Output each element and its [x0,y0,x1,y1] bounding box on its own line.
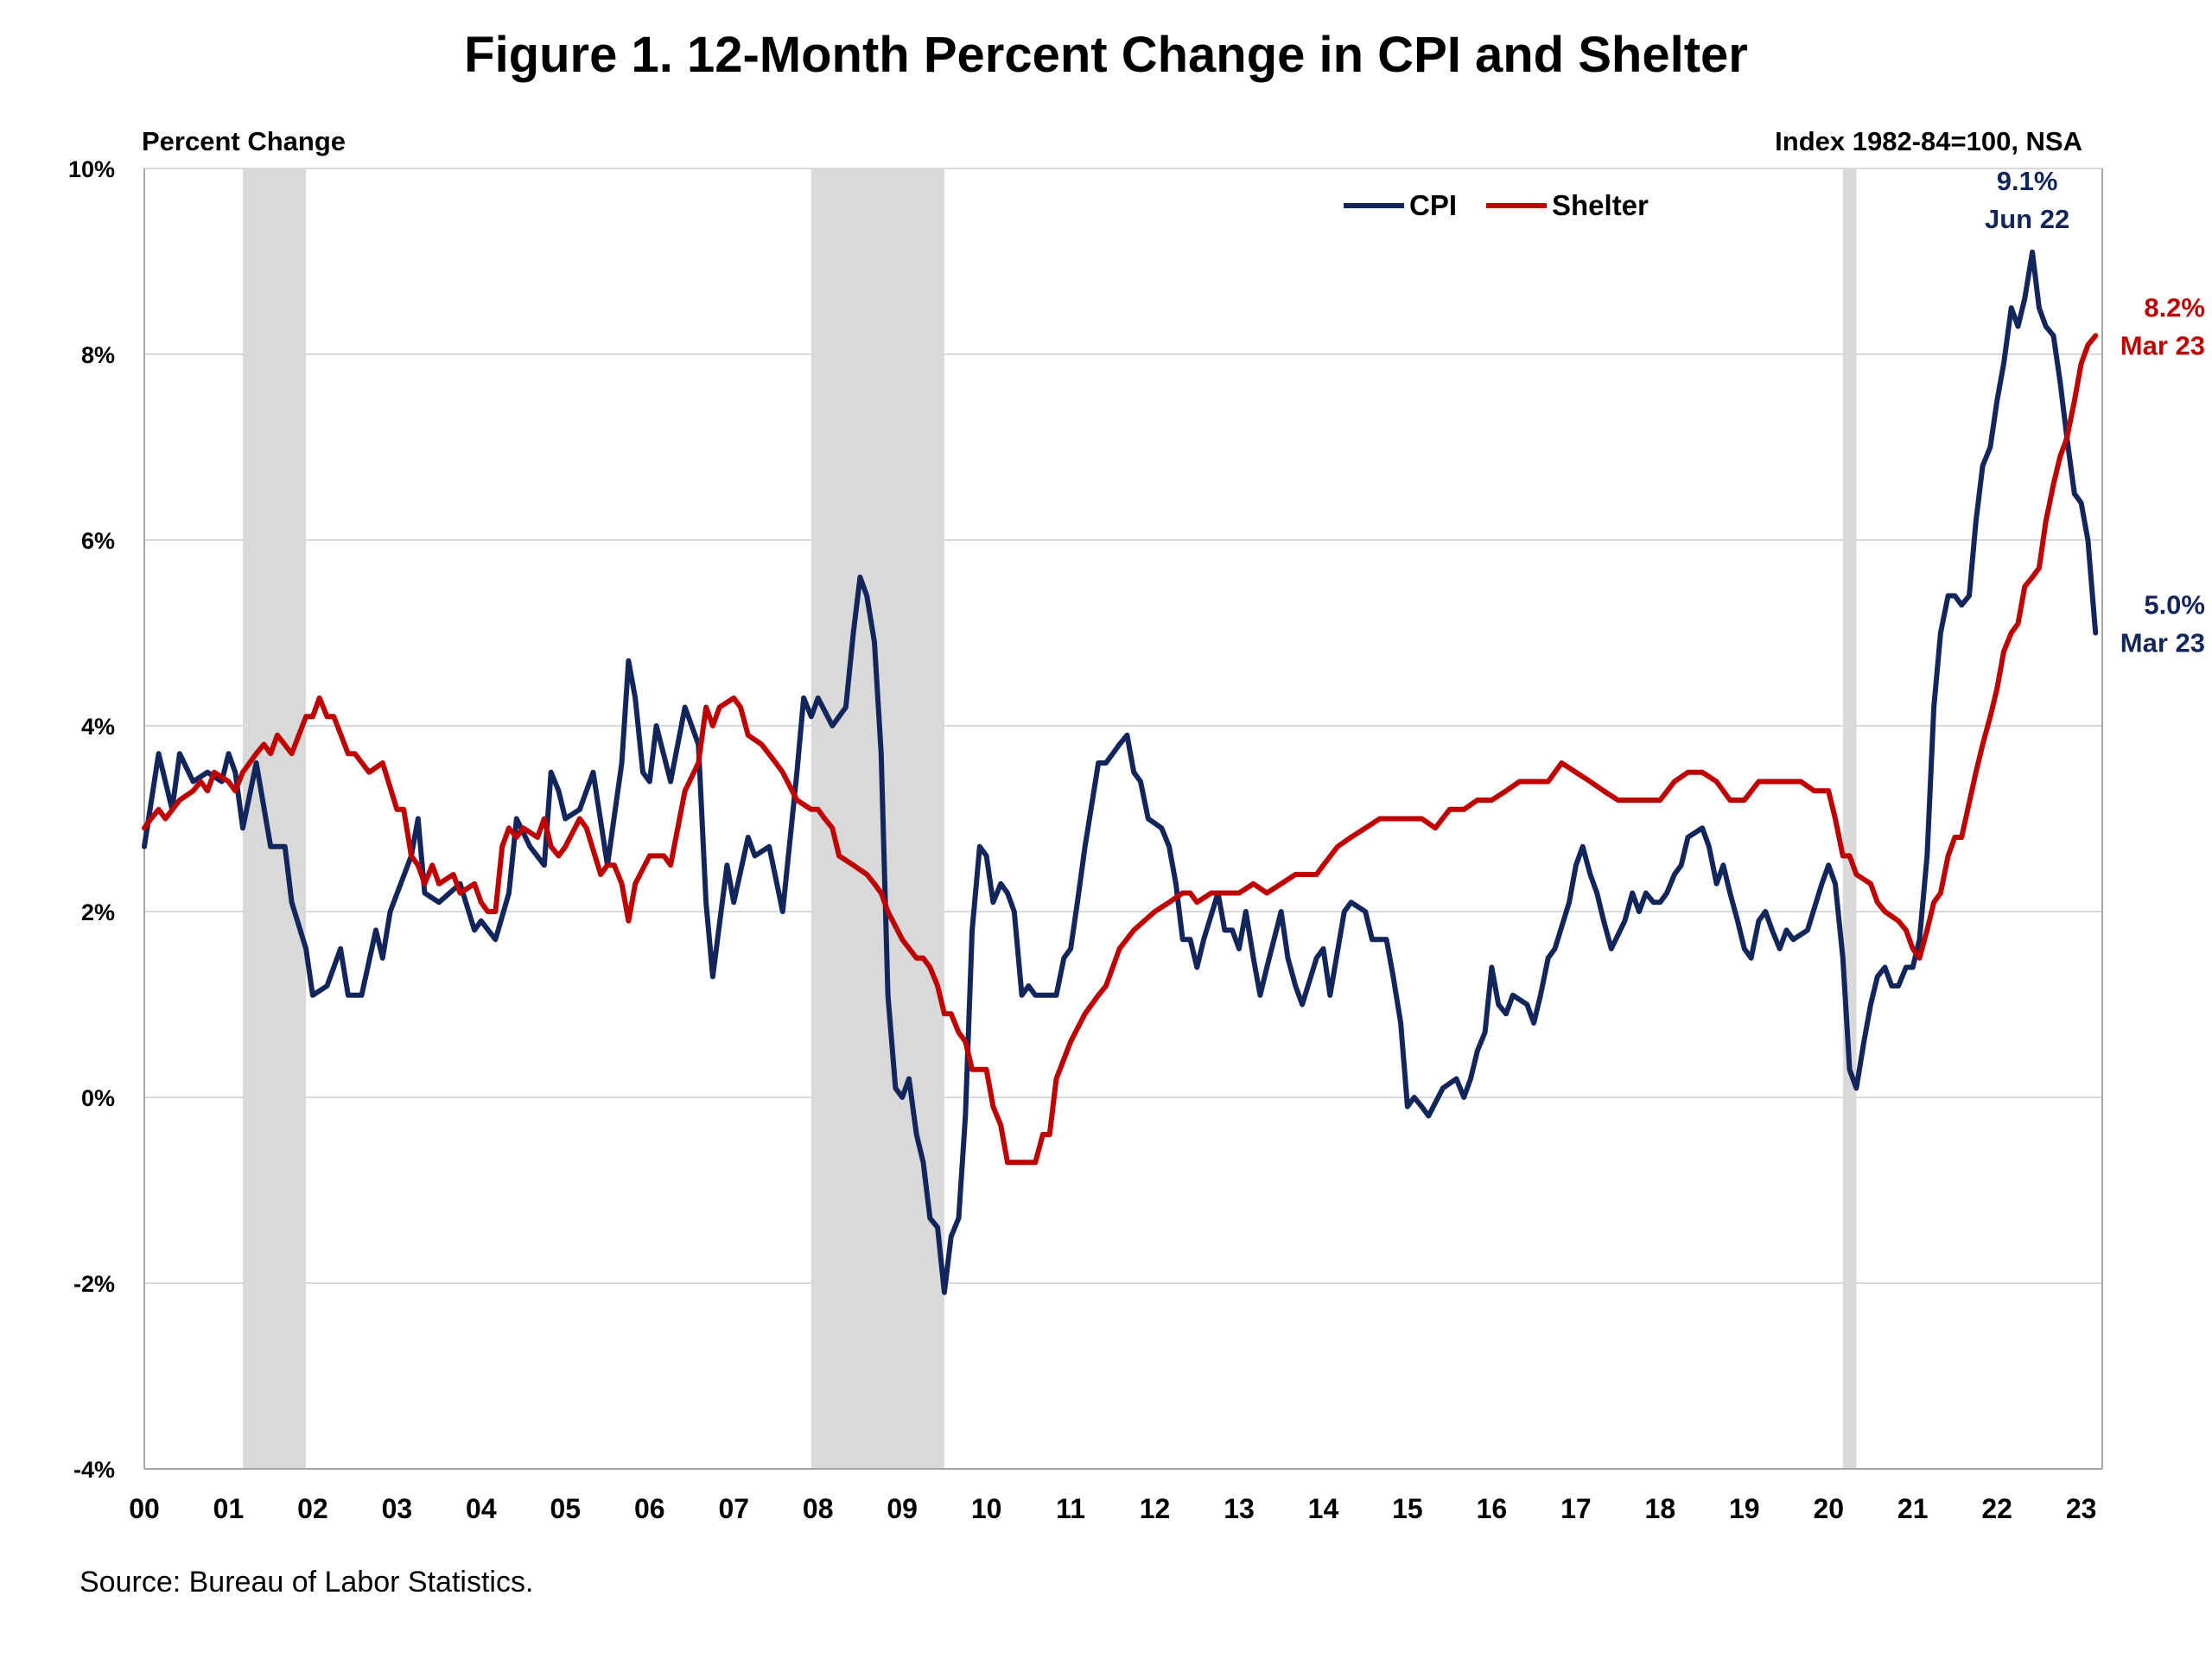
annotation-date-shelter: Mar 23 [2120,331,2205,361]
recession-band [1842,168,1857,1469]
x-tick-label: 10 [971,1493,1002,1524]
x-tick-label: 03 [382,1493,413,1524]
x-tick-label: 18 [1645,1493,1676,1524]
annotation-value-cpi: 9.1% [1997,166,2058,196]
y-tick-label: 10% [68,156,115,182]
x-tick-label: 20 [1813,1493,1844,1524]
legend: CPI Shelter [1344,189,1649,221]
y-tick-label: 6% [81,528,115,554]
x-tick-label: 05 [550,1493,582,1524]
series-lines [142,249,2099,1295]
x-tick-label: 11 [1056,1493,1085,1524]
y-tick-label: 2% [81,899,115,925]
annotation-date-cpi: Mar 23 [2120,628,2205,658]
y-axis-header: Percent Change [142,126,346,156]
x-tick-label: 16 [1477,1493,1508,1524]
x-tick-label: 17 [1560,1493,1592,1524]
x-tick-label: 21 [1897,1493,1929,1524]
recession-shading [243,168,1857,1469]
legend-label-cpi: CPI [1409,189,1457,221]
gridlines [144,168,2102,1284]
x-tick-label: 23 [2066,1493,2097,1524]
annotations: 9.1% Jun 22 8.2% Mar 23 5.0% Mar 23 [1985,166,2205,658]
y-tick-label: 4% [81,714,115,740]
x-tick-label: 07 [718,1493,749,1524]
recession-band [810,168,944,1469]
annotation-value-cpi: 5.0% [2144,590,2205,620]
x-tick-label: 02 [297,1493,328,1524]
x-tick-label: 06 [634,1493,665,1524]
x-tick-label: 08 [803,1493,834,1524]
series-line-cpi [142,249,2099,1295]
source-note: Source: Bureau of Labor Statistics. [79,1566,534,1599]
x-tick-label: 15 [1392,1493,1423,1524]
y-tick-label: 0% [81,1085,115,1111]
chart-title: Figure 1. 12-Month Percent Change in CPI… [464,27,1748,83]
annotation-value-shelter: 8.2% [2144,293,2205,323]
annotation-date-cpi: Jun 22 [1985,204,2069,234]
x-tick-label: 22 [1981,1493,2012,1524]
x-tick-label: 14 [1308,1493,1339,1524]
y-tick-label: -2% [73,1271,115,1297]
y-tick-label: 8% [81,342,115,368]
x-tick-label: 04 [466,1493,497,1524]
axes: 10% 8% 6% 4% 2% 0% -2% -4% 00 01 02 03 04 05 06 07 08 09 1… [68,156,2103,1524]
x-tick-label: 19 [1729,1493,1760,1524]
x-tick-label: 01 [213,1493,245,1524]
legend-label-shelter: Shelter [1552,189,1649,221]
x-tick-label: 09 [887,1493,918,1524]
recession-band [243,168,307,1469]
x-tick-label: 12 [1140,1493,1171,1524]
index-note: Index 1982-84=100, NSA [1775,126,2082,156]
y-tick-label: -4% [73,1457,115,1483]
x-tick-label: 00 [129,1493,160,1524]
series-line-shelter [142,333,2099,1166]
x-tick-label: 13 [1224,1493,1255,1524]
